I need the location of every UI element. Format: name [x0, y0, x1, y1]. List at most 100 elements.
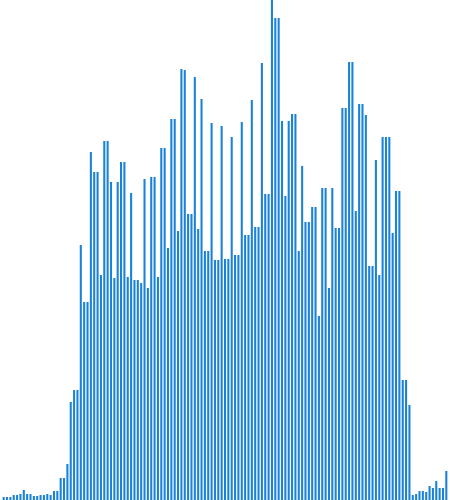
bar — [304, 222, 307, 500]
bar — [22, 490, 25, 500]
bar — [441, 488, 445, 500]
bar — [327, 288, 330, 500]
bar — [287, 121, 290, 500]
bar — [103, 141, 106, 500]
bar — [297, 251, 300, 500]
bar — [217, 260, 220, 500]
bar — [260, 63, 263, 500]
bar — [418, 491, 421, 500]
bar — [9, 497, 12, 500]
bar — [19, 494, 22, 500]
bar — [36, 496, 39, 500]
bar — [96, 172, 99, 500]
bar — [415, 494, 418, 500]
bar — [364, 115, 367, 500]
bar — [213, 260, 216, 500]
bar — [197, 229, 200, 500]
bar — [12, 495, 15, 500]
bar — [408, 405, 411, 500]
bar — [431, 488, 434, 500]
bar — [250, 100, 253, 500]
bar — [337, 228, 341, 500]
bar — [203, 251, 206, 500]
bar — [150, 177, 153, 500]
bar — [280, 121, 284, 500]
bar — [351, 62, 354, 500]
bar — [2, 497, 5, 500]
bar — [358, 104, 361, 500]
bar — [113, 278, 116, 500]
bar — [237, 255, 240, 500]
bar — [146, 288, 149, 500]
bar — [411, 495, 414, 500]
bar — [391, 233, 394, 500]
bar — [86, 302, 89, 500]
bar — [187, 214, 190, 500]
bar — [254, 227, 257, 500]
bar — [16, 495, 19, 500]
bar — [136, 280, 139, 500]
bar — [190, 214, 193, 500]
bar — [354, 211, 357, 500]
bar — [39, 495, 42, 500]
bar — [79, 245, 82, 500]
bar — [267, 194, 270, 500]
bar — [394, 191, 398, 500]
bar — [83, 302, 86, 500]
bar — [173, 119, 176, 500]
bar — [223, 259, 227, 500]
bar — [374, 160, 377, 500]
bar — [193, 77, 196, 500]
bar — [277, 18, 280, 500]
bar — [348, 62, 351, 500]
bar — [177, 231, 180, 500]
bar — [207, 251, 210, 500]
bar — [160, 148, 163, 500]
bar — [257, 227, 260, 500]
bar — [247, 235, 250, 500]
bar — [143, 179, 146, 500]
bar — [240, 122, 243, 500]
bar — [344, 108, 347, 500]
bar — [200, 99, 203, 500]
bar — [69, 402, 72, 500]
bar — [334, 228, 337, 500]
bar — [384, 137, 387, 500]
bar — [166, 248, 170, 500]
bar — [341, 108, 344, 500]
bar — [116, 182, 119, 500]
bar — [311, 207, 314, 500]
bar — [445, 471, 448, 500]
bar — [317, 316, 320, 500]
bar — [421, 491, 424, 500]
bar — [210, 123, 213, 500]
bar — [93, 172, 96, 500]
bar — [59, 478, 62, 500]
bar — [42, 495, 45, 500]
bar — [153, 177, 156, 500]
bar — [26, 494, 29, 500]
bar — [49, 495, 52, 500]
bar — [324, 188, 327, 500]
bar — [133, 280, 136, 500]
bar — [321, 188, 324, 500]
bar — [183, 70, 186, 500]
bar — [140, 283, 143, 500]
bar — [230, 137, 233, 500]
bar — [99, 275, 102, 500]
bar — [368, 266, 371, 500]
bar — [270, 0, 273, 500]
bar — [106, 141, 109, 500]
bar — [274, 18, 277, 500]
bar — [438, 488, 441, 500]
bar — [130, 193, 133, 500]
bar — [361, 104, 364, 500]
bar — [381, 137, 384, 500]
bar — [56, 491, 59, 500]
bar — [294, 114, 297, 500]
bar — [120, 162, 123, 500]
bar — [284, 196, 287, 500]
